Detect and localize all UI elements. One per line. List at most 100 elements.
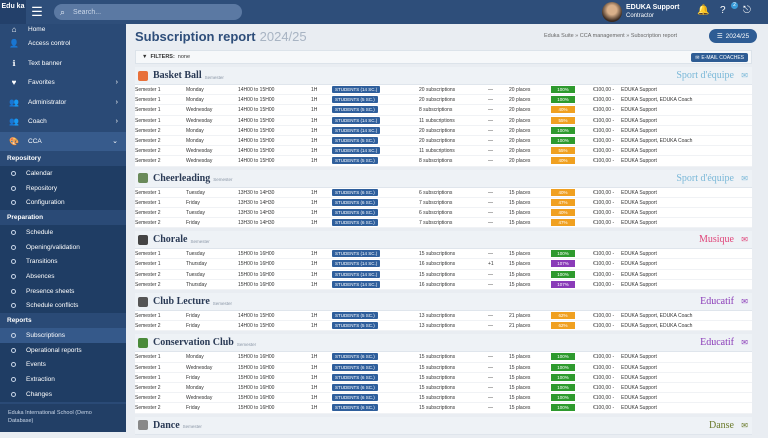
table-row[interactable]: Semester 1 Tuesday 15H00 to 16H00 1H STUDENT… — [135, 249, 752, 260]
sidebar-item-text-banner[interactable]: ℹ Text banner — [0, 54, 126, 74]
table-row[interactable]: Semester 2 Monday 14H00 to 15H00 1H STUDENTS… — [135, 136, 752, 147]
mail-icon[interactable]: ✉ — [741, 338, 748, 348]
mail-icon[interactable]: ✉ — [741, 420, 748, 430]
email-coaches-button[interactable]: ✉ E-MAIL COACHES — [691, 53, 748, 62]
sidebar-subitem-subscriptions[interactable]: Subscriptions — [0, 328, 126, 343]
table-row[interactable]: Semester 1 Wednesday 14H00 to 15H00 1H STUDE… — [135, 116, 752, 126]
table-row[interactable]: Semester 1 Wednesday 14H00 to 15H00 1H STUDE… — [135, 105, 752, 116]
avatar[interactable] — [602, 2, 622, 22]
sidebar-subitem-operational-reports[interactable]: Operational reports — [0, 342, 126, 358]
sidebar-subitem-extraction[interactable]: Extraction — [0, 372, 126, 387]
table-row[interactable]: Semester 2 Monday 15H00 to 16H00 1H STUDENTS… — [135, 383, 752, 394]
activity-name[interactable]: Club Lecture — [153, 296, 210, 307]
sidebar-subitem-calendar[interactable]: Calendar — [0, 166, 126, 181]
semester: Semester 1 — [135, 374, 161, 381]
price: €100,00 - — [593, 251, 615, 258]
circle-icon — [11, 185, 16, 191]
price: €100,00 - — [593, 323, 615, 330]
mail-icon[interactable]: ✉ — [741, 71, 748, 80]
sidebar-subitem-presence-sheets[interactable]: Presence sheets — [0, 283, 126, 299]
time-slot: 15H00 to 16H00 — [238, 261, 275, 268]
semester: Semester 1 — [135, 199, 161, 206]
mail-icon[interactable]: ✉ — [741, 173, 748, 183]
delta: — — [488, 281, 493, 288]
activity-icon — [138, 173, 148, 183]
table-row[interactable]: Semester 1 Monday 14H00 to 15H00 1H STUDENTS… — [135, 85, 752, 96]
sidebar-subitem-label: Schedule conflicts — [26, 302, 79, 310]
chevron-down-icon: ⌄ — [112, 138, 118, 146]
price: €100,00 - — [593, 374, 615, 381]
fill-rate-badge: 100% — [551, 363, 575, 371]
circle-icon — [11, 362, 16, 368]
sidebar-subitem-opening-validation[interactable]: Opening/validation — [0, 239, 126, 255]
activity-header: Club Lecture Semester Educatif ✉ — [135, 293, 752, 311]
price: €100,00 - — [593, 271, 615, 278]
filters-bar[interactable]: ▼ FILTERS: none ✉ E-MAIL COACHES — [135, 50, 752, 64]
table-row[interactable]: Semester 1 Friday 14H00 to 15H00 1H STUDENTS… — [135, 311, 752, 322]
price: €100,00 - — [593, 281, 615, 288]
sidebar-subitem-configuration[interactable]: Configuration — [0, 195, 126, 211]
sidebar-subitem-absences[interactable]: Absences — [0, 269, 126, 284]
sidebar-subitem-repository[interactable]: Repository — [0, 180, 126, 196]
time-slot: 14H00 to 15H00 — [238, 107, 275, 114]
activity-icon — [138, 70, 148, 81]
table-row[interactable]: Semester 2 Wednesday 14H00 to 15H00 1H STUDE… — [135, 156, 752, 167]
table-row[interactable]: Semester 1 Monday 15H00 to 16H00 1H STUDENTS… — [135, 352, 752, 363]
sidebar-subitem-transitions[interactable]: Transitions — [0, 254, 126, 270]
table-row[interactable]: Semester 1 Friday 15H00 to 16H00 1H STUDENTS… — [135, 373, 752, 383]
table-row[interactable]: Semester 2 Tuesday 13H30 to 14H30 1H STUDENT… — [135, 208, 752, 219]
sidebar-subitem-events[interactable]: Events — [0, 357, 126, 373]
sidebar-subitem-schedule[interactable]: Schedule — [0, 225, 126, 240]
sidebar-item-favorites[interactable]: ♥ Favorites › — [0, 73, 126, 93]
table-row[interactable]: Semester 2 Friday 15H00 to 16H00 1H STUDENTS… — [135, 403, 752, 414]
duration: 1H — [311, 87, 318, 93]
activity-header: Conservation Club Semester Educatif ✉ — [135, 334, 752, 353]
activity-name[interactable]: Cheerleading — [153, 172, 211, 184]
semester: Semester 1 — [135, 87, 161, 93]
sidebar-subitem-changes[interactable]: Changes — [0, 386, 126, 402]
table-row[interactable]: Semester 2 Wednesday 14H00 to 15H00 1H STUDE… — [135, 146, 752, 157]
activity-name[interactable]: Conservation Club — [153, 337, 234, 349]
search-input[interactable]: ⌕ Search... — [54, 4, 242, 20]
sidebar-item-coach[interactable]: 👥 Coach › — [0, 112, 126, 132]
logout-icon[interactable]: ⎋ — [743, 5, 751, 16]
table-row[interactable]: Semester 2 Friday 13H30 to 14H30 1H STUDENTS… — [135, 218, 752, 229]
year-selector-button[interactable]: ☰ 2024/25 — [709, 29, 757, 43]
mail-icon[interactable]: ✉ — [741, 297, 748, 306]
sidebar-subitem-schedule-conflicts[interactable]: Schedule conflicts — [0, 298, 126, 314]
sidebar-item-home[interactable]: ⌂ Home — [0, 24, 126, 34]
bell-icon[interactable]: 🔔 — [697, 5, 710, 16]
table-row[interactable]: Semester 1 Monday 14H00 to 15H00 1H STUDENTS… — [135, 95, 752, 106]
table-row[interactable]: Semester 2 Thursday 15H00 to 16H00 1H STUDEN… — [135, 280, 752, 290]
places: 15 places — [509, 199, 531, 206]
help-icon[interactable]: ? — [720, 5, 726, 16]
audience-badge: STUDENTS (6 SC.) — [332, 219, 378, 227]
sidebar-item-cca[interactable]: 🎨 CCA ⌄ — [0, 131, 126, 151]
sidebar-item-access-control[interactable]: 👤 Access control — [0, 34, 126, 54]
table-row[interactable]: Semester 1 Wednesday 15H00 to 16H00 1H STUDE… — [135, 363, 752, 373]
table-row[interactable]: Semester 2 Wednesday 15H00 to 16H00 1H STUDE… — [135, 393, 752, 404]
table-row[interactable]: Semester 1 Friday 13H30 to 14H30 1H STUDENTS… — [135, 198, 752, 208]
eduka-logo[interactable]: Edu ka — [0, 0, 26, 24]
subscriptions: 16 subscriptions — [419, 281, 456, 288]
activity-name[interactable]: Basket Ball — [153, 70, 202, 81]
table-row[interactable]: Semester 2 Friday 14H00 to 15H00 1H STUDENTS… — [135, 321, 752, 332]
coaches: EDUKA Support — [621, 117, 657, 124]
table-row[interactable]: Semester 2 Tuesday 15H00 to 16H00 1H STUDENT… — [135, 270, 752, 280]
user-menu[interactable]: EDUKA Support Contractor — [602, 2, 679, 22]
table-row[interactable]: Semester 1 Tuesday 13H30 to 14H30 1H STUDENT… — [135, 188, 752, 198]
day: Tuesday — [186, 271, 205, 278]
fill-rate-badge: 100% — [551, 373, 575, 381]
activity-name[interactable]: Dance — [153, 419, 180, 431]
table-row[interactable]: Semester 2 Monday 14H00 to 15H00 1H STUDENTS… — [135, 126, 752, 136]
time-slot: 15H00 to 16H00 — [238, 271, 275, 278]
menu-toggle-icon[interactable]: ☰ — [31, 4, 43, 19]
breadcrumb[interactable]: Eduka Suite » CCA management » Subscript… — [544, 33, 677, 39]
table-row[interactable]: Semester 1 Thursday 15H00 to 16H00 1H STUDEN… — [135, 259, 752, 270]
chevron-right-icon: › — [115, 79, 118, 87]
activity-name[interactable]: Chorale — [153, 234, 188, 246]
places: 21 places — [509, 323, 531, 330]
sidebar-item-administrator[interactable]: 👥 Administrator › — [0, 93, 126, 113]
time-slot: 14H00 to 15H00 — [238, 313, 275, 319]
mail-icon[interactable]: ✉ — [741, 235, 748, 245]
